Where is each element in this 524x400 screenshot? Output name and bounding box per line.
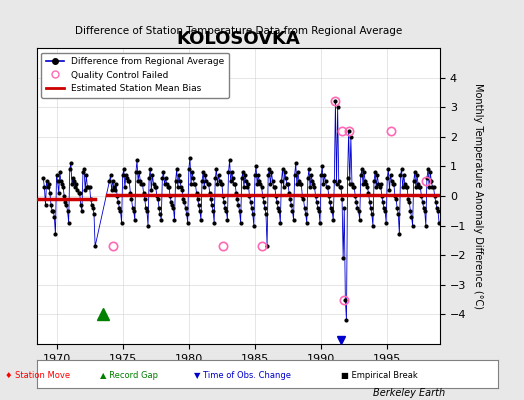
Legend: Difference from Regional Average, Quality Control Failed, Estimated Station Mean: Difference from Regional Average, Qualit…: [41, 52, 229, 98]
Text: Berkeley Earth: Berkeley Earth: [373, 388, 445, 398]
Text: Difference of Station Temperature Data from Regional Average: Difference of Station Temperature Data f…: [75, 26, 402, 36]
Text: ▲ Record Gap: ▲ Record Gap: [100, 371, 158, 380]
Text: ♦ Station Move: ♦ Station Move: [5, 371, 70, 380]
Y-axis label: Monthly Temperature Anomaly Difference (°C): Monthly Temperature Anomaly Difference (…: [473, 83, 483, 309]
Text: ▼ Time of Obs. Change: ▼ Time of Obs. Change: [194, 371, 291, 380]
Text: ■ Empirical Break: ■ Empirical Break: [341, 371, 417, 380]
Title: KOLOSOVKA: KOLOSOVKA: [177, 30, 300, 48]
